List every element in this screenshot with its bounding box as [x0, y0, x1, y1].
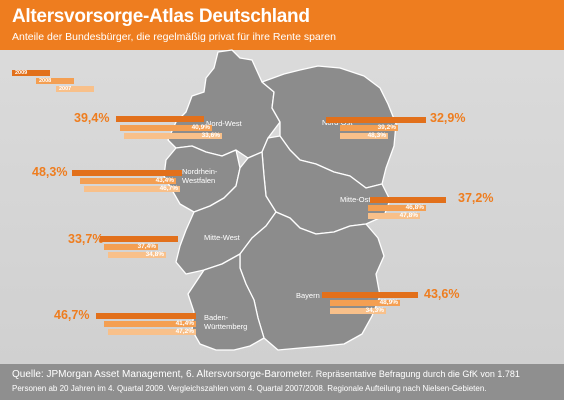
map-region-nord-west — [167, 49, 281, 159]
source-line-1: Quelle: JPMorgan Asset Management, 6. Al… — [12, 369, 520, 380]
region-label-bayern: Bayern — [296, 291, 320, 300]
bar-2009-nrw — [72, 170, 182, 176]
bar-2009-baden-wuerttemberg — [96, 313, 196, 319]
value-2009-nord-ost: 32,9% — [430, 111, 466, 125]
page-subtitle: Anteile der Bundesbürger, die regelmäßig… — [12, 31, 336, 43]
region-label-nord-west: Nord-West — [206, 119, 242, 128]
region-label-nrw: Nordrhein- Westfalen — [182, 167, 218, 185]
bar-2007-nord-west: 33,6% — [124, 132, 222, 139]
bar-2009-bayern — [322, 292, 418, 298]
bar-2007-bayern: 34,3% — [330, 307, 386, 314]
bar-2007-mitte-west: 34,8% — [108, 251, 166, 258]
region-label-mitte-west: Mitte-West — [204, 233, 240, 242]
source-label: Quelle: JPMorgan Asset Management, 6. Al… — [12, 369, 314, 380]
bar-2007-mitte-ost: 47,8% — [368, 212, 420, 219]
bar-2008-mitte-ost: 46,8% — [368, 204, 426, 211]
bar-2008-nord-west: 40,9% — [120, 124, 212, 131]
value-2009-mitte-ost: 37,2% — [458, 191, 494, 205]
value-2009-nord-west: 39,4% — [74, 111, 110, 125]
bar-2007-nord-ost: 48,3% — [340, 132, 388, 139]
bar-2009-mitte-west — [100, 236, 178, 242]
bar-2008-nord-ost: 39,2% — [340, 124, 398, 131]
legend-2009: 2009 — [12, 70, 50, 76]
value-2009-nrw: 48,3% — [32, 165, 68, 179]
header-banner: Altersvorsorge-Atlas Deutschland Anteile… — [0, 0, 564, 50]
source-footer: Quelle: JPMorgan Asset Management, 6. Al… — [0, 364, 564, 400]
source-line-2: Personen ab 20 Jahren im 4. Quartal 2009… — [12, 384, 487, 393]
bar-2007-nrw: 46,7% — [84, 185, 180, 192]
region-label-baden-wuerttemberg: Baden- Württemberg — [204, 313, 248, 331]
page-title: Altersvorsorge-Atlas Deutschland — [12, 6, 310, 27]
legend-2008: 2008 — [36, 78, 74, 84]
bar-2008-baden-wuerttemberg: 41,4% — [104, 320, 196, 327]
value-2009-baden-wuerttemberg: 46,7% — [54, 308, 90, 322]
bar-2008-mitte-west: 37,4% — [104, 243, 158, 250]
legend-2007: 2007 — [56, 86, 94, 92]
source-detail: Repräsentative Befragung durch die GfK v… — [315, 369, 520, 379]
bar-2008-nrw: 43,4% — [80, 177, 176, 184]
bar-2007-baden-wuerttemberg: 47,2% — [108, 328, 196, 335]
region-label-mitte-ost: Mitte-Ost — [340, 195, 371, 204]
bar-2009-mitte-ost — [370, 197, 446, 203]
bar-2009-nord-west — [116, 116, 204, 122]
value-2009-mitte-west: 33,7% — [68, 232, 104, 246]
bar-2009-nord-ost — [326, 117, 426, 123]
value-2009-bayern: 43,6% — [424, 287, 460, 301]
bar-2008-bayern: 48,9% — [330, 299, 400, 306]
